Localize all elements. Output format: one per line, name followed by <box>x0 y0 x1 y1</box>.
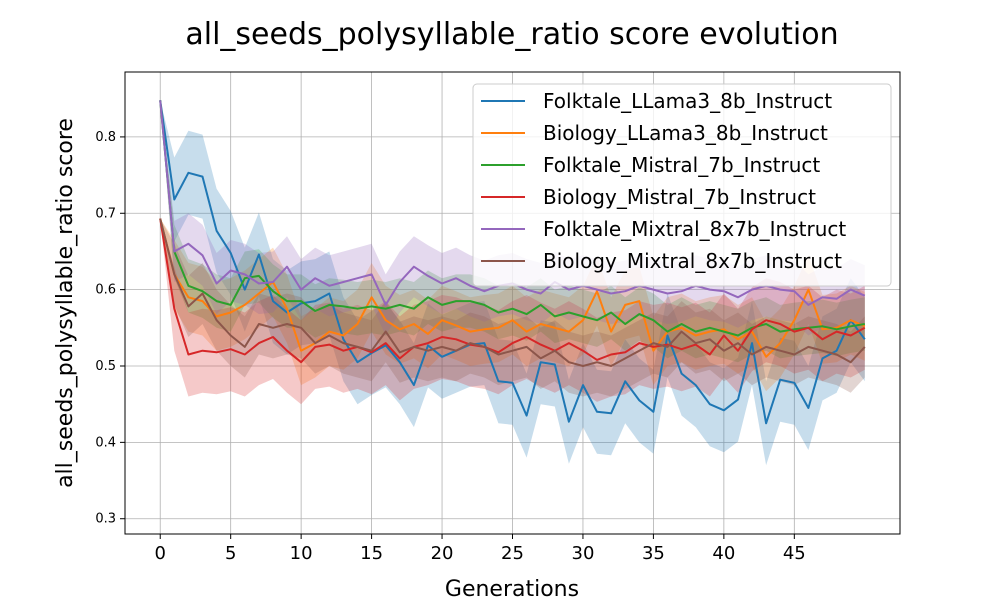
x-tick-label: 35 <box>642 543 665 564</box>
y-tick-label: 0.6 <box>95 283 116 298</box>
x-tick-label: 40 <box>712 543 735 564</box>
axis-ticks: 0 5 10 15 20 25 30 35 40 45 0.3 0.4 0.5 0.6 0.7 0.8 <box>95 130 805 564</box>
legend-label: Biology_Mistral_7b_Instruct <box>543 185 816 209</box>
x-tick-label: 10 <box>290 543 313 564</box>
legend-label: Biology_LLama3_8b_Instruct <box>543 121 828 145</box>
x-axis-label: Generations <box>445 577 579 600</box>
y-tick-label: 0.4 <box>95 435 116 450</box>
x-tick-label: 45 <box>783 543 806 564</box>
y-tick-label: 0.5 <box>95 359 116 374</box>
line-Folktale_Mistral_7b_Instruct <box>159 100 865 337</box>
legend-label: Biology_Mixtral_8x7b_Instruct <box>543 249 842 273</box>
legend-box <box>472 83 892 287</box>
x-tick-label: 30 <box>572 543 595 564</box>
x-tick-label: 25 <box>501 543 524 564</box>
line-Biology_Mixtral_8x7b_Instruct <box>159 218 866 367</box>
legend-label: Folktale_Mistral_7b_Instruct <box>543 153 820 177</box>
band-Folktale_Mistral_7b_Instruct <box>160 100 865 363</box>
band-Biology_Mixtral_8x7b_Instruct <box>160 218 865 397</box>
band-Biology_Mistral_7b_Instruct <box>160 218 865 405</box>
x-tick-label: 5 <box>225 543 236 564</box>
y-tick-label: 0.8 <box>95 130 116 145</box>
band-Folktale_LLama3_8b_Instruct <box>160 100 865 466</box>
legend: Folktale_LLama3_8b_Instruct Biology_LLama… <box>472 83 892 287</box>
legend-label: Folktale_Mixtral_8x7b_Instruct <box>543 217 846 241</box>
legend-label: Folktale_LLama3_8b_Instruct <box>543 89 832 113</box>
line-Biology_LLama3_8b_Instruct <box>159 218 866 358</box>
y-tick-label: 0.3 <box>95 512 116 527</box>
x-tick-label: 0 <box>155 543 166 564</box>
y-axis-label: all_seeds_polysyllable_ratio score <box>53 118 78 488</box>
line-Folktale_LLama3_8b_Instruct <box>159 100 866 425</box>
x-tick-label: 20 <box>431 543 454 564</box>
chart-title: all_seeds_polysyllable_ratio score evolu… <box>185 17 838 52</box>
x-tick-label: 15 <box>360 543 383 564</box>
line-Biology_Mistral_7b_Instruct <box>159 218 866 364</box>
y-tick-label: 0.7 <box>95 206 116 221</box>
